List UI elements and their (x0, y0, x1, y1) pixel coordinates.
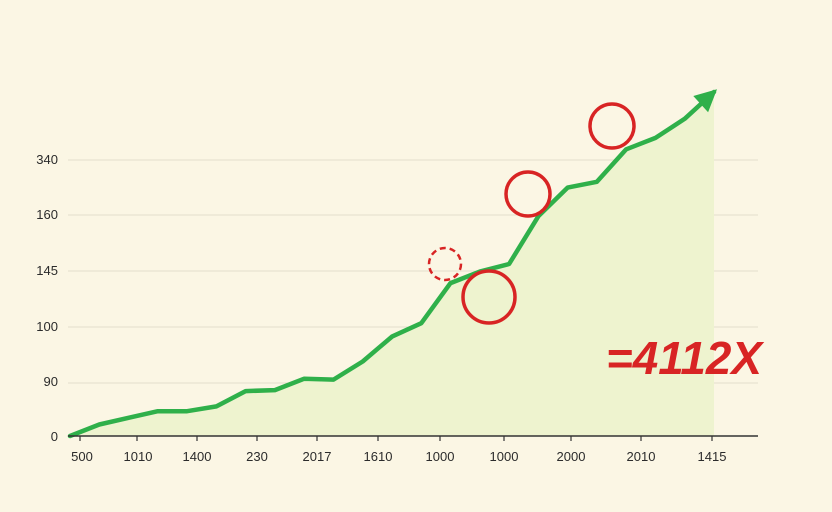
circle-markers (427, 102, 636, 325)
x-tick-label: 1010 (124, 449, 153, 464)
circle-marker (588, 102, 636, 150)
series-line (67, 89, 717, 439)
y-axis-labels: 0 90 100 145 160 340 (36, 152, 58, 444)
x-tick-label: 1415 (698, 449, 727, 464)
x-tick-label: 1000 (426, 449, 455, 464)
area-fill (70, 92, 714, 436)
circle-marker (461, 269, 517, 325)
y-tick-label: 145 (36, 263, 58, 278)
y-tick-label: 0 (51, 429, 58, 444)
y-tick-label: 340 (36, 152, 58, 167)
x-tick-label: 2010 (627, 449, 656, 464)
x-axis-labels: 500 1010 1400 230 2017 1610 1000 1000 2000 2010 14… (71, 449, 726, 464)
x-tick-label: 500 (71, 449, 93, 464)
arrow-head-icon (693, 89, 717, 113)
annotation-text: =4112X (606, 332, 764, 384)
y-tick-label: 90 (44, 374, 58, 389)
x-tick-label: 1400 (183, 449, 212, 464)
y-tick-label: 160 (36, 207, 58, 222)
circle-marker (504, 170, 552, 218)
x-tick-label: 2000 (557, 449, 586, 464)
x-tick-label: 1000 (490, 449, 519, 464)
x-tick-label: 1610 (364, 449, 393, 464)
circle-marker (427, 246, 463, 282)
y-tick-label: 100 (36, 319, 58, 334)
x-tick-label: 230 (246, 449, 268, 464)
x-axis-ticks (79, 436, 713, 441)
x-tick-label: 2017 (303, 449, 332, 464)
